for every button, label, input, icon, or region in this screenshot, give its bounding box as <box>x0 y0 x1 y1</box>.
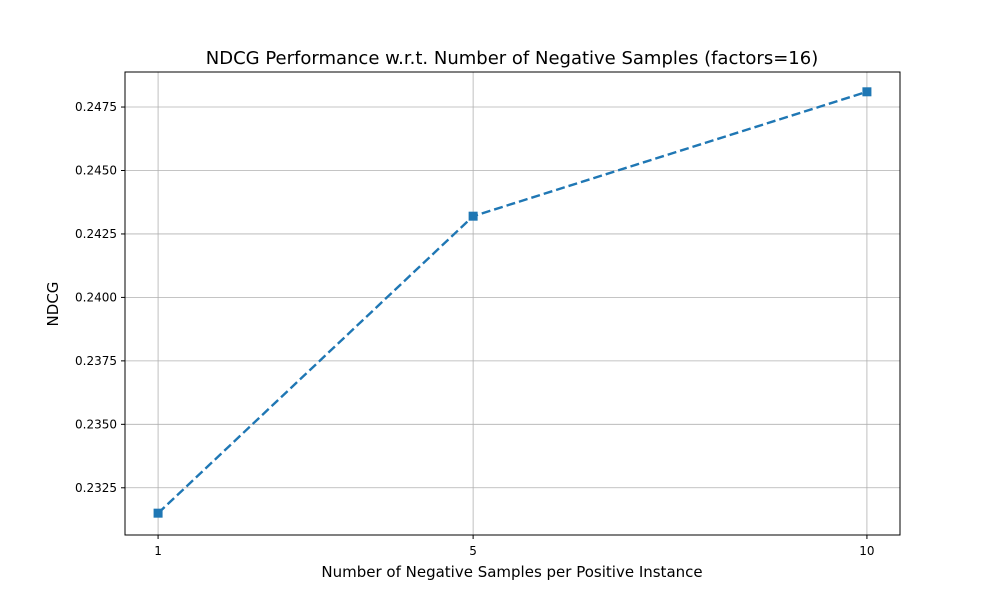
data-point-marker <box>468 211 478 221</box>
plot-frame <box>124 71 901 536</box>
data-point-marker <box>153 508 163 518</box>
y-tick-label: 0.2350 <box>75 417 117 431</box>
x-tick-label: 5 <box>469 544 477 558</box>
data-series <box>153 87 872 518</box>
x-axis-label: Number of Negative Samples per Positive … <box>321 563 702 581</box>
y-tick-label: 0.2425 <box>75 227 117 241</box>
y-axis-label: NDCG <box>44 282 62 327</box>
y-tick-label: 0.2325 <box>75 481 117 495</box>
y-tick-label: 0.2450 <box>75 163 117 177</box>
x-tick-label: 1 <box>154 544 162 558</box>
data-point-marker <box>862 87 872 97</box>
y-tick-label: 0.2475 <box>75 100 117 114</box>
series-line <box>157 90 868 515</box>
axis-ticks: 1 5 10 0.2325 0.2350 0.2375 0.2400 0.2425 0.2450… <box>75 100 875 558</box>
chart-title: NDCG Performance w.r.t. Number of Negati… <box>206 48 818 69</box>
y-tick-label: 0.2400 <box>75 290 117 304</box>
y-tick-label: 0.2375 <box>75 354 117 368</box>
grid-lines <box>125 72 900 535</box>
x-tick-label: 10 <box>859 544 874 558</box>
